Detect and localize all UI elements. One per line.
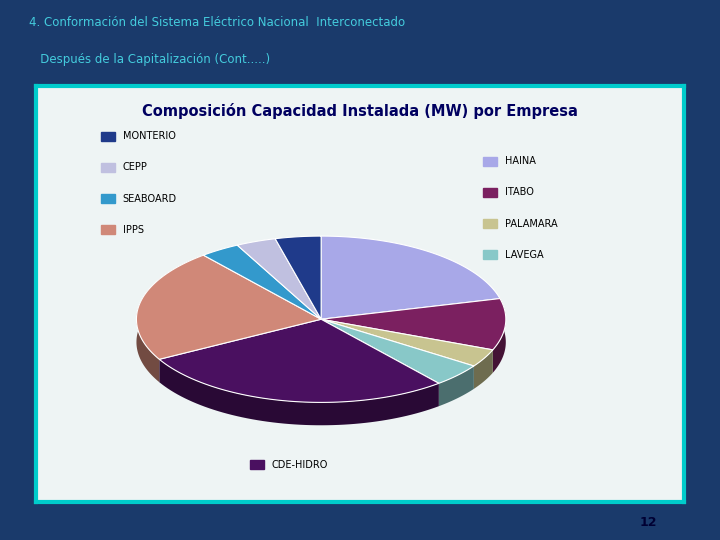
Polygon shape xyxy=(159,359,438,426)
Text: CDE-HIDRO: CDE-HIDRO xyxy=(272,460,328,470)
Polygon shape xyxy=(492,299,505,373)
Bar xyxy=(483,219,498,228)
Polygon shape xyxy=(275,236,321,319)
Text: CEPP: CEPP xyxy=(123,163,148,172)
Bar xyxy=(101,194,115,203)
Polygon shape xyxy=(321,236,500,319)
Bar xyxy=(483,250,498,259)
Text: 12: 12 xyxy=(639,516,657,529)
Bar xyxy=(101,225,115,234)
Polygon shape xyxy=(474,350,492,389)
Polygon shape xyxy=(204,245,321,319)
Polygon shape xyxy=(438,366,474,406)
Bar xyxy=(101,163,115,172)
Text: 4. Conformación del Sistema Eléctrico Nacional  Interconectado: 4. Conformación del Sistema Eléctrico Na… xyxy=(29,16,405,29)
Polygon shape xyxy=(321,319,474,383)
Polygon shape xyxy=(137,255,204,382)
Polygon shape xyxy=(159,319,438,402)
Text: Composición Capacidad Instalada (MW) por Empresa: Composición Capacidad Instalada (MW) por… xyxy=(142,103,578,119)
Polygon shape xyxy=(137,255,321,359)
Polygon shape xyxy=(238,239,321,319)
Bar xyxy=(101,132,115,141)
Text: MONTERIO: MONTERIO xyxy=(123,131,176,141)
Bar xyxy=(483,157,498,166)
Bar xyxy=(250,460,264,469)
Polygon shape xyxy=(321,299,505,350)
Text: LAVEGA: LAVEGA xyxy=(505,250,544,260)
Bar xyxy=(483,188,498,197)
Polygon shape xyxy=(321,319,492,366)
Text: IPPS: IPPS xyxy=(123,225,144,235)
Text: ITABO: ITABO xyxy=(505,187,534,198)
Text: Después de la Capitalización (Cont.....): Después de la Capitalización (Cont.....) xyxy=(29,52,270,66)
Text: PALAMARA: PALAMARA xyxy=(505,219,558,228)
Text: SEABOARD: SEABOARD xyxy=(123,194,177,204)
Text: HAINA: HAINA xyxy=(505,156,536,166)
